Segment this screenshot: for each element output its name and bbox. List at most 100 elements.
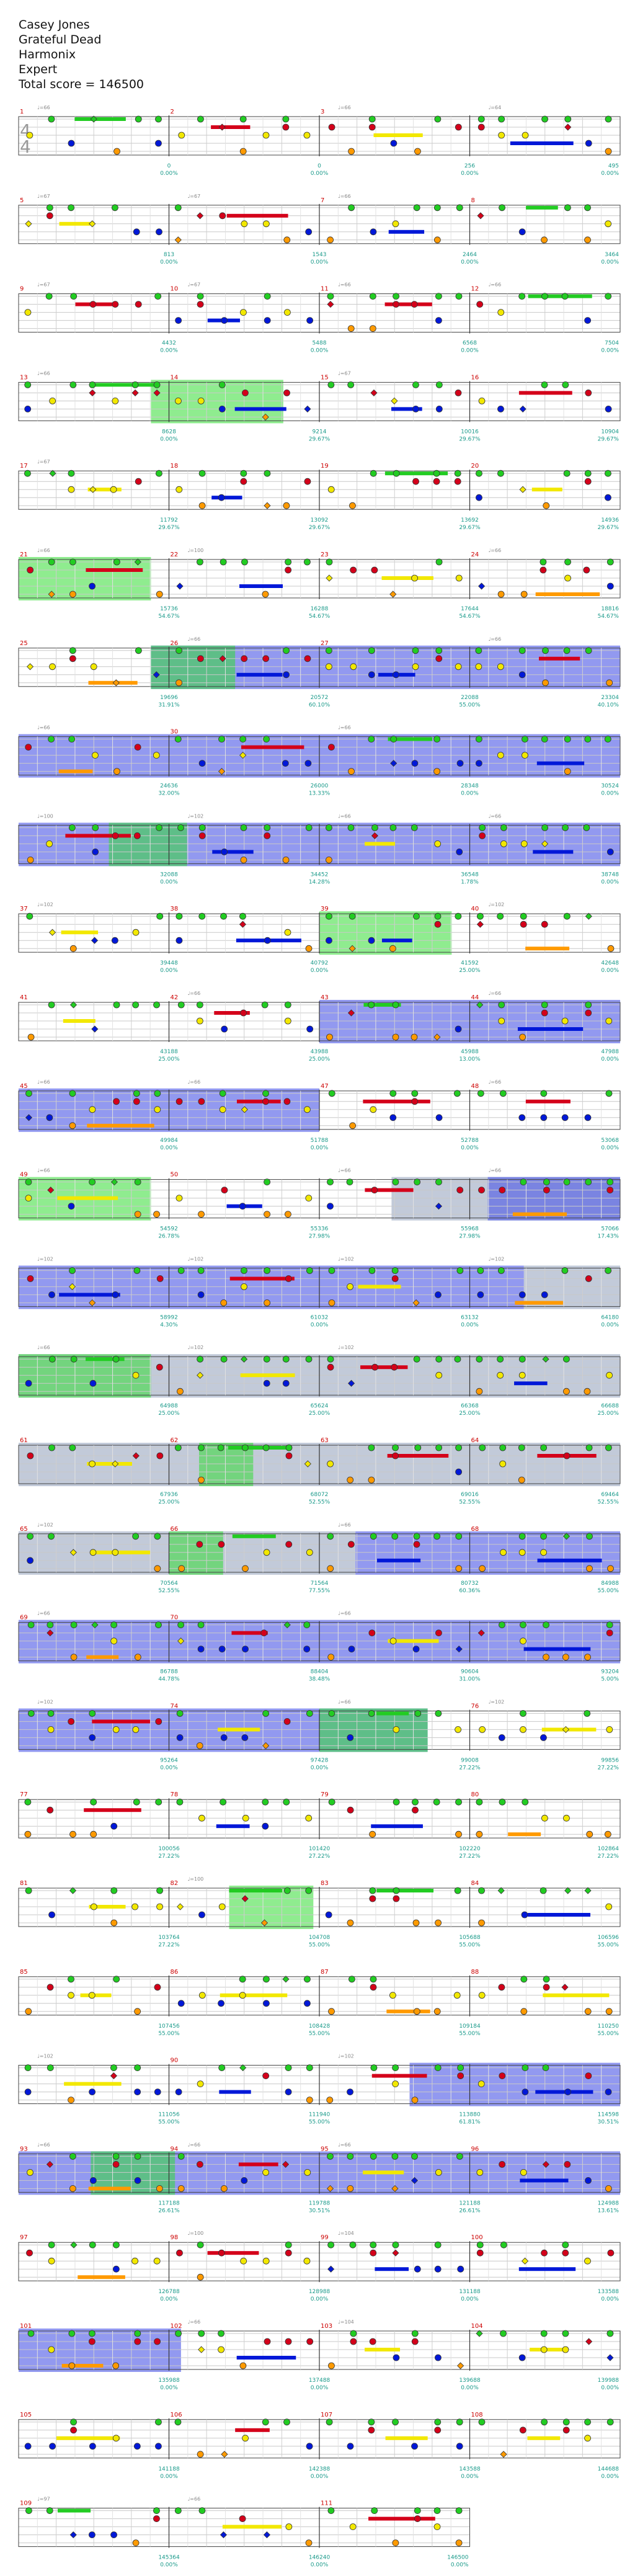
note (522, 1798, 529, 1806)
measure-number: 42 (171, 994, 179, 1001)
note (518, 228, 526, 236)
cumulative-score: 15736 (160, 606, 178, 612)
note (178, 1565, 185, 1572)
overdrive-section (355, 1531, 620, 1575)
chord-note (411, 1090, 419, 1097)
cumulative-score: 131188 (459, 2289, 481, 2295)
hopo-note (131, 389, 139, 396)
star-power-section (229, 1886, 314, 1929)
measure-number: 27 (321, 640, 329, 647)
bpm-marker: ♩=66 (338, 194, 351, 199)
note (563, 647, 571, 654)
note (455, 574, 463, 582)
note (392, 1179, 399, 1185)
note (585, 2177, 592, 2184)
note (283, 390, 290, 396)
note (197, 655, 204, 662)
cumulative-score: 256 (464, 163, 475, 169)
note (46, 1114, 53, 1121)
note (368, 1267, 376, 1274)
star-power-percent: 44.78% (158, 1677, 180, 1683)
measure-number: 14 (171, 374, 179, 381)
cumulative-score: 41592 (461, 960, 479, 966)
cumulative-score: 68072 (311, 1492, 329, 1498)
chord-note (110, 2064, 117, 2072)
bpm-marker: ♩=67 (188, 282, 201, 288)
chord-note (564, 736, 571, 742)
measure-number: 20 (471, 463, 479, 470)
measure-number: 7 (321, 197, 324, 204)
note (133, 832, 141, 839)
hopo-note (69, 1887, 77, 1894)
note (242, 1814, 249, 1822)
star-power-percent: 55.00% (598, 1942, 619, 1948)
note (542, 2064, 549, 2072)
chord-note (520, 1709, 526, 1717)
hopo-note (220, 2531, 228, 2539)
bpm-marker: ♩=66 (37, 1611, 50, 1616)
note (132, 929, 140, 936)
note (478, 1992, 486, 1999)
star-power-percent: 29.67% (459, 525, 481, 531)
sustain-bar (377, 1558, 421, 1562)
chord-note (47, 1709, 55, 1717)
note (477, 1291, 484, 1298)
note (156, 1903, 163, 1910)
cumulative-score: 7504 (605, 341, 619, 347)
cumulative-score: 10016 (461, 429, 479, 435)
star-power-percent: 29.67% (598, 436, 619, 442)
chord-note (411, 2330, 419, 2337)
hopo-note (239, 920, 247, 928)
bpm-marker: ♩=66 (338, 1168, 351, 1174)
sustain-bar (373, 133, 423, 137)
note (89, 1379, 97, 1387)
note (175, 317, 182, 324)
note (433, 1798, 440, 1806)
note (264, 2338, 271, 2345)
hopo-note (564, 1887, 572, 1894)
bpm-marker: ♩=97 (37, 2497, 50, 2502)
chart-row: 105 106 107 108 141188 0.00% 142388 0.00% 143588… (18, 2412, 621, 2480)
bpm-marker: ♩=66 (188, 2142, 201, 2147)
note (392, 2418, 399, 2426)
cumulative-score: 99856 (601, 1757, 619, 1763)
note (500, 2241, 507, 2248)
note (585, 1275, 592, 1282)
note (241, 2177, 248, 2184)
star-power-section (151, 645, 236, 689)
star-power-percent: 0.00% (311, 968, 329, 974)
note (176, 1798, 184, 1806)
note (89, 582, 95, 590)
chord-note (89, 1709, 96, 1717)
hopo-note (46, 2160, 53, 2168)
note (282, 1379, 290, 1387)
note (110, 1638, 118, 1645)
star-power-percent: 0.00% (601, 259, 619, 265)
note (134, 2088, 141, 2096)
note (326, 937, 332, 944)
note (68, 486, 75, 493)
cumulative-score: 80732 (461, 1580, 479, 1587)
star-power-percent: 0.00% (160, 2385, 178, 2391)
note (196, 1742, 203, 1749)
sustain-bar (384, 302, 432, 306)
chart-row: 69 ♩=66 70 ♩=66 86788 44.78% 88404 38.48% 90604 3… (18, 1611, 621, 1683)
chord-note (131, 381, 139, 388)
note (543, 1187, 550, 1193)
cumulative-score: 6568 (463, 341, 477, 347)
chord-note (241, 1267, 247, 1274)
chord-note (69, 2152, 76, 2160)
cumulative-score: 4432 (162, 341, 176, 347)
note (221, 849, 228, 855)
cumulative-score: 146500 (447, 2555, 469, 2561)
chord-note (368, 2418, 375, 2426)
hopo-note (70, 2241, 78, 2248)
measure-number: 11 (321, 286, 329, 293)
chord-note (369, 293, 376, 300)
sustain-bar (241, 745, 304, 749)
note (606, 1371, 613, 1379)
cumulative-score: 51788 (311, 1138, 329, 1144)
cumulative-score: 64180 (601, 1314, 619, 1321)
star-power-percent: 27.22% (459, 1853, 481, 1860)
